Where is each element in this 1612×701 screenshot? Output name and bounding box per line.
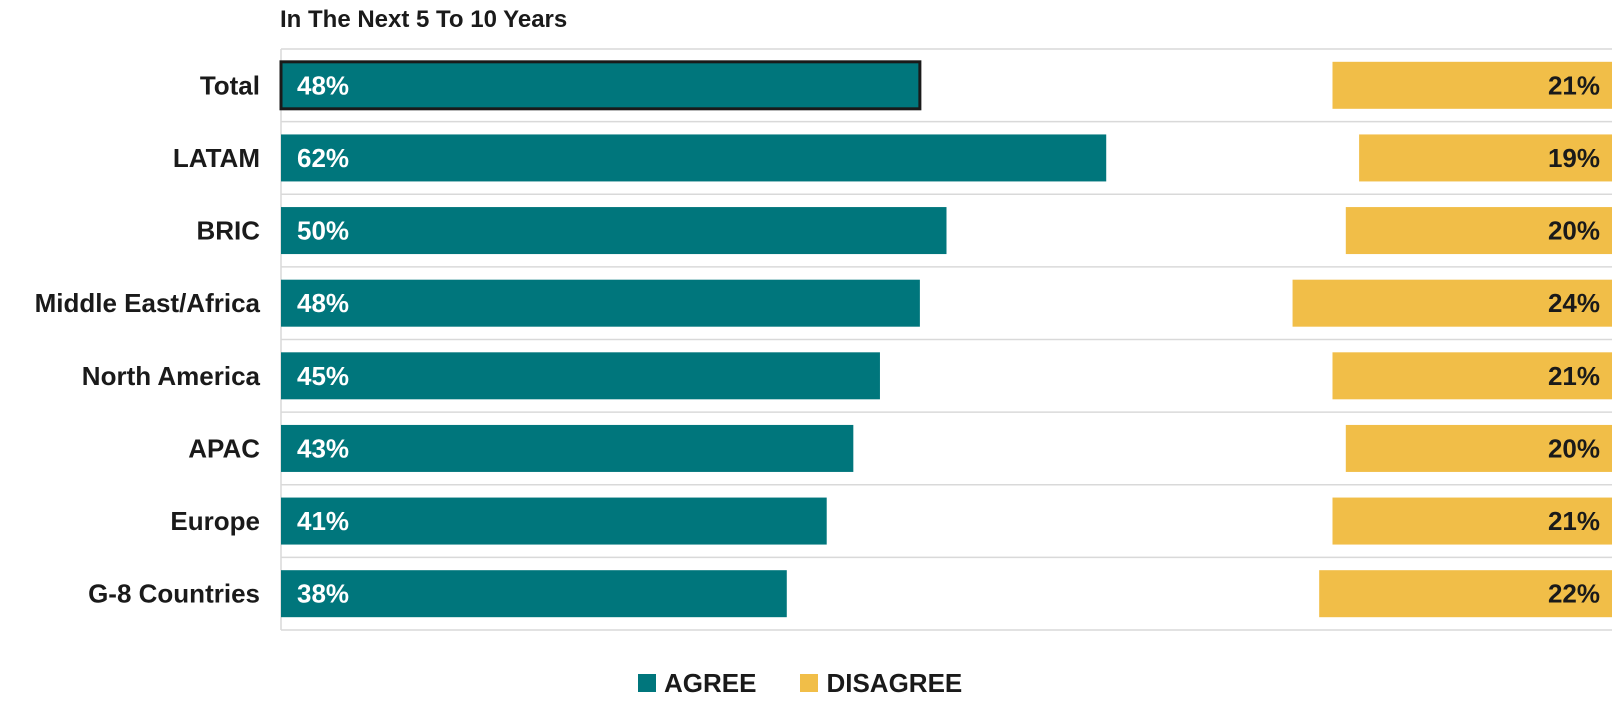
data-label-disagree: 21% <box>1548 361 1600 391</box>
category-label: North America <box>82 361 261 391</box>
bar-disagree <box>1319 570 1612 618</box>
data-label-disagree: 19% <box>1548 143 1600 173</box>
data-label-disagree: 24% <box>1548 288 1600 318</box>
data-label-agree: 41% <box>297 506 349 536</box>
bar-agree <box>281 207 947 255</box>
data-label-agree: 48% <box>297 288 349 318</box>
category-label: Europe <box>170 506 260 536</box>
bar-disagree <box>1345 424 1612 472</box>
bar-disagree <box>1332 352 1612 400</box>
legend-item-agree: AGREE <box>638 668 756 699</box>
legend-label-disagree: DISAGREE <box>826 667 963 698</box>
data-label-disagree: 20% <box>1548 216 1600 246</box>
legend-label-agree: AGREE <box>664 667 757 698</box>
bar-agree <box>281 424 854 472</box>
bar-agree <box>281 279 920 327</box>
bar-agree <box>281 497 827 545</box>
category-label: LATAM <box>173 143 260 173</box>
bar-agree <box>281 352 880 400</box>
bar-agree <box>281 134 1107 182</box>
bar-disagree <box>1345 207 1612 255</box>
data-label-agree: 50% <box>297 216 349 246</box>
category-label: G-8 Countries <box>88 579 260 609</box>
legend-swatch-disagree <box>800 674 819 692</box>
chart-subtitle: In The Next 5 To 10 Years <box>280 6 568 33</box>
bar-disagree <box>1332 61 1612 109</box>
data-label-agree: 45% <box>297 361 349 391</box>
bar-disagree <box>1292 279 1612 327</box>
data-label-disagree: 20% <box>1548 433 1600 463</box>
legend-item-disagree: DISAGREE <box>800 668 962 699</box>
bar-disagree <box>1359 134 1612 182</box>
category-label: Total <box>200 70 260 100</box>
data-label-disagree: 22% <box>1548 579 1600 609</box>
data-label-agree: 38% <box>297 579 349 609</box>
bar-agree <box>279 60 922 111</box>
category-label: Middle East/Africa <box>35 288 261 318</box>
data-label-disagree: 21% <box>1548 506 1600 536</box>
data-label-agree: 48% <box>297 70 349 100</box>
bar-chart: Total 48% 21% LATAM 62% 19% BRIC 50% 20% Middle E… <box>35 48 1612 631</box>
legend: AGREE DISAGREE <box>638 668 1006 698</box>
bar-disagree <box>1332 497 1612 545</box>
data-label-agree: 62% <box>297 143 349 173</box>
bar-agree <box>281 570 787 618</box>
legend-swatch-agree <box>638 674 656 692</box>
data-label-disagree: 21% <box>1548 70 1600 100</box>
category-label: APAC <box>188 433 260 463</box>
category-label: BRIC <box>196 216 260 246</box>
data-label-agree: 43% <box>297 433 349 463</box>
